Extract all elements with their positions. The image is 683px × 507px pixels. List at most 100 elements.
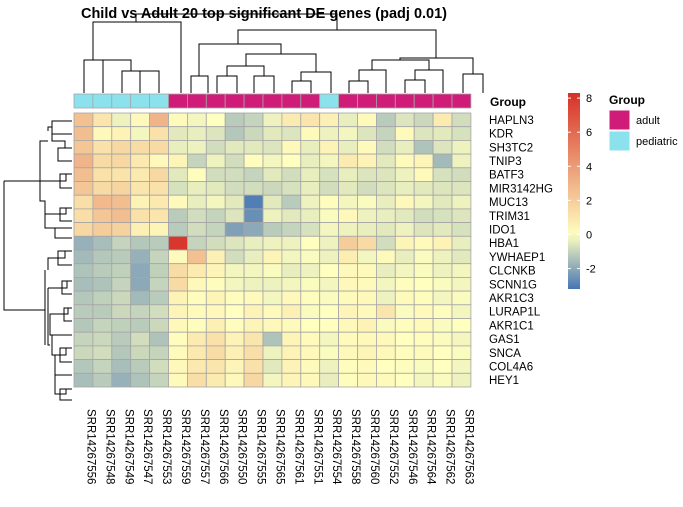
heatmap-cell <box>451 276 472 292</box>
heatmap-cell <box>73 167 94 182</box>
heatmap-cell <box>73 181 94 196</box>
heatmap-cell <box>300 290 321 306</box>
heatmap-cell <box>394 139 415 155</box>
heatmap-cell <box>186 249 207 265</box>
heatmap-cell <box>357 290 377 306</box>
heatmap-cell <box>451 235 472 251</box>
annotation-cell-pediatric <box>111 93 132 109</box>
heatmap-cell <box>205 208 226 223</box>
heatmap-cell <box>338 372 358 388</box>
column-label: SRR14267562 <box>444 409 456 484</box>
row-label: MIR3142HG <box>489 183 553 195</box>
row-label: HAPLN3 <box>489 115 534 127</box>
heatmap-cell <box>149 181 169 196</box>
heatmap-cell <box>432 304 453 319</box>
heatmap-cell <box>357 181 377 196</box>
heatmap-cell <box>300 126 321 141</box>
heatmap-cell <box>73 112 94 128</box>
heatmap-cell <box>319 153 340 169</box>
heatmap-cell <box>168 359 188 374</box>
heatmap-cell <box>111 181 132 196</box>
heatmap-cell <box>243 359 264 374</box>
heatmap-cell <box>319 304 340 319</box>
row-label: COL4A6 <box>489 361 533 373</box>
annotation-cell-adult <box>205 93 226 109</box>
heatmap-cell <box>375 290 396 306</box>
heatmap-cell <box>186 126 207 141</box>
heatmap-cell <box>168 222 188 237</box>
column-label: SRR14267564 <box>425 409 437 485</box>
heatmap-cell <box>262 194 283 210</box>
heatmap-cell <box>375 181 396 196</box>
heatmap-cell <box>300 276 321 292</box>
heatmap-cell <box>224 249 245 265</box>
heatmap-cell <box>432 331 453 347</box>
heatmap-cell <box>168 276 188 292</box>
heatmap-cell <box>413 249 434 265</box>
heatmap-cell <box>111 372 132 388</box>
heatmap-cell <box>432 290 453 306</box>
annotation-cell-adult <box>262 93 283 109</box>
heatmap-cell <box>300 208 321 223</box>
heatmap-cell <box>432 249 453 265</box>
heatmap-cell <box>375 222 396 237</box>
heatmap-cell <box>168 208 188 223</box>
heatmap-cell <box>168 249 188 265</box>
heatmap-cell <box>413 263 434 278</box>
heatmap-cell <box>92 208 113 223</box>
heatmap-cell <box>92 276 113 292</box>
heatmap-cell <box>111 126 132 141</box>
heatmap-cell <box>281 359 302 374</box>
heatmap-cell <box>281 139 302 155</box>
heatmap-cell <box>111 112 132 128</box>
heatmap-cell <box>300 153 321 169</box>
heatmap-cell <box>338 153 358 169</box>
heatmap-cell <box>205 304 226 319</box>
heatmap-cell <box>319 126 340 141</box>
heatmap-cell <box>319 208 340 223</box>
heatmap-cell <box>243 126 264 141</box>
heatmap-cell <box>300 372 321 388</box>
heatmap-cell <box>73 331 94 347</box>
heatmap-cell <box>168 181 188 196</box>
heatmap-cell <box>262 249 283 265</box>
heatmap-cell <box>357 359 377 374</box>
heatmap-cell <box>224 235 245 251</box>
row-label: GAS1 <box>489 334 520 346</box>
heatmap-cell <box>262 304 283 319</box>
heatmap-cell <box>300 359 321 374</box>
annotation-cell-pediatric <box>130 93 150 109</box>
heatmap-cell <box>281 304 302 319</box>
heatmap-cell <box>186 372 207 388</box>
heatmap-cell <box>149 359 169 374</box>
heatmap-cell <box>73 290 94 306</box>
heatmap-cell <box>111 222 132 237</box>
heatmap-cell <box>281 235 302 251</box>
heatmap-cell <box>357 263 377 278</box>
colorbar-tick-label: 2 <box>586 195 592 207</box>
row-label: YWHAEP1 <box>489 252 545 264</box>
heatmap-cell <box>394 372 415 388</box>
heatmap-cell <box>262 139 283 155</box>
heatmap-cell <box>338 139 358 155</box>
heatmap-cell <box>262 112 283 128</box>
heatmap-cell <box>413 208 434 223</box>
heatmap-cell <box>186 235 207 251</box>
heatmap-cell <box>338 304 358 319</box>
heatmap-cell <box>357 345 377 360</box>
heatmap-cell <box>168 345 188 360</box>
column-label: SRR14267555 <box>255 409 267 484</box>
heatmap-cell <box>243 372 264 388</box>
row-label: HBA1 <box>489 238 519 250</box>
heatmap-cell <box>338 263 358 278</box>
heatmap-cell <box>130 372 150 388</box>
heatmap-cell <box>205 235 226 251</box>
heatmap-cell <box>300 167 321 182</box>
heatmap-cell <box>281 290 302 306</box>
annotation-cell-adult <box>186 93 207 109</box>
heatmap-cell <box>92 112 113 128</box>
heatmap-cell <box>394 263 415 278</box>
heatmap-cell <box>205 276 226 292</box>
heatmap-cell <box>205 222 226 237</box>
heatmap-cell <box>338 181 358 196</box>
